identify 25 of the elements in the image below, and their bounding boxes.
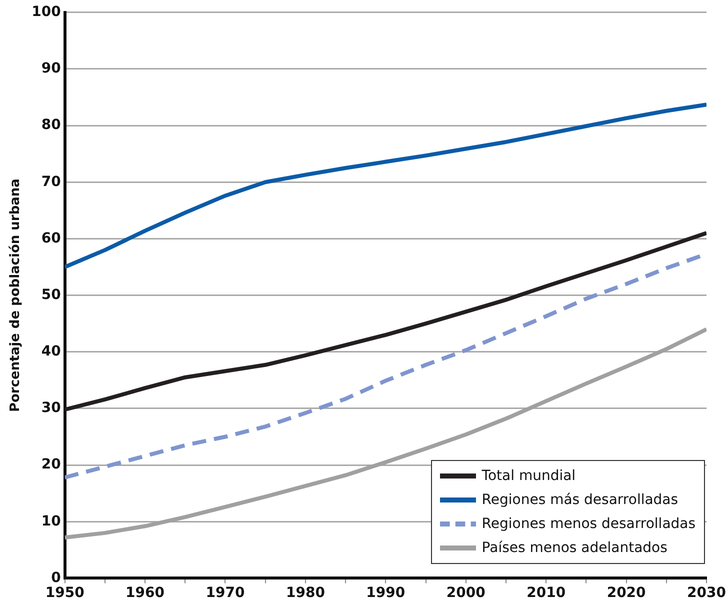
x-tick-label: 2020 (606, 585, 646, 602)
y-tick-label: 90 (41, 60, 62, 77)
legend-label: Total mundial (482, 468, 576, 484)
y-tick-label: 20 (41, 456, 62, 473)
y-axis-title: Porcentaje de población urbana (8, 178, 24, 412)
y-tick-label: 100 (32, 4, 62, 20)
y-tick-label: 0 (51, 570, 62, 586)
x-tick-label: 1970 (206, 585, 245, 602)
y-tick-label: 80 (41, 117, 62, 134)
x-tick-label: 1960 (126, 585, 165, 602)
x-tick-label: 2030 (687, 585, 726, 602)
y-tick-label: 70 (41, 174, 62, 190)
y-tick-label: 30 (41, 400, 62, 416)
x-tick-label: 1980 (286, 585, 326, 602)
y-tick-label: 50 (41, 286, 62, 303)
x-tick-label: 1950 (45, 585, 85, 602)
x-tick-label: 2010 (526, 585, 566, 602)
y-tick-label: 10 (41, 513, 62, 530)
legend-label: Regiones más desarrolladas (482, 492, 678, 508)
x-tick-label: 2000 (446, 585, 486, 602)
x-tick-label: 1990 (366, 585, 406, 602)
y-tick-label: 60 (41, 230, 62, 246)
legend-label: Países menos adelantados (482, 540, 668, 556)
y-tick-label: 40 (41, 344, 62, 360)
legend-label: Regiones menos desarrolladas (482, 516, 696, 532)
